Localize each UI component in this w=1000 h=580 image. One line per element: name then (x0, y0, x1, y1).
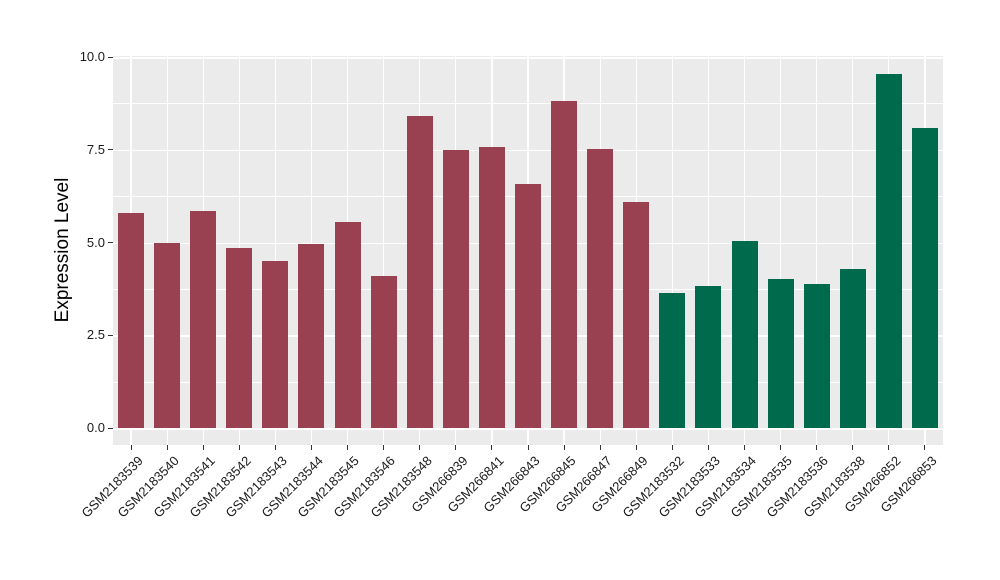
x-tick-label: GSM2183539 (78, 453, 146, 521)
gridline-x-major (274, 56, 276, 445)
y-tick-mark (108, 56, 113, 58)
bar-GSM2183536 (803, 284, 830, 428)
bar-GSM266841 (478, 146, 505, 428)
bar-GSM2183539 (118, 212, 145, 428)
x-tick-mark (707, 445, 709, 450)
x-tick-mark (383, 445, 385, 450)
x-tick-mark (816, 445, 818, 450)
y-tick-mark (108, 149, 113, 151)
bar-GSM266852 (875, 74, 902, 428)
x-tick-mark (780, 445, 782, 450)
bar-GSM2183545 (334, 222, 361, 428)
x-tick-mark (274, 445, 276, 450)
x-tick-mark (166, 445, 168, 450)
y-tick-label: 0.0 (86, 420, 105, 435)
x-tick-mark (130, 445, 132, 450)
x-tick-mark (238, 445, 240, 450)
bar-GSM2183542 (226, 248, 253, 428)
gridline-x-major (671, 56, 673, 445)
x-tick-mark (202, 445, 204, 450)
gridline-x-major (383, 56, 385, 445)
x-tick-mark (671, 445, 673, 450)
gridline-x-major (707, 56, 710, 445)
x-tick-mark (491, 445, 493, 450)
bar-GSM2183532 (659, 293, 686, 428)
bar-GSM2183544 (298, 244, 325, 428)
x-tick-mark (635, 445, 637, 450)
bar-GSM266847 (587, 148, 614, 428)
y-tick-label: 5.0 (86, 234, 105, 250)
bar-GSM266845 (551, 100, 578, 428)
x-tick-mark (347, 445, 349, 450)
x-tick-mark (852, 445, 854, 450)
y-tick-label: 7.5 (86, 141, 105, 157)
y-tick-mark (108, 242, 113, 243)
y-tick-label: 10.0 (79, 49, 105, 64)
y-tick-mark (108, 334, 113, 336)
bar-GSM2183541 (190, 210, 217, 428)
bar-GSM2183533 (695, 285, 722, 428)
bar-GSM2183540 (154, 242, 181, 428)
gridline-x-major (780, 56, 782, 445)
x-tick-mark (744, 445, 746, 450)
bar-GSM2183535 (767, 278, 794, 428)
x-tick-mark (924, 445, 926, 450)
gridline-x-major (852, 56, 854, 445)
x-tick-mark (527, 445, 529, 450)
bar-GSM266849 (623, 202, 650, 428)
bar-GSM266843 (515, 183, 541, 428)
y-tick-label: 2.5 (86, 327, 105, 343)
bar-GSM266839 (442, 149, 469, 428)
y-tick-mark (108, 427, 113, 429)
bar-GSM2183546 (370, 275, 397, 428)
bar-GSM2183548 (406, 116, 433, 428)
bar-GSM2183543 (262, 261, 289, 428)
bar-GSM2183534 (731, 241, 758, 428)
x-tick-mark (888, 445, 890, 450)
x-tick-mark (455, 445, 457, 450)
x-tick-mark (310, 445, 312, 450)
x-tick-mark (563, 445, 565, 450)
x-tick-mark (419, 445, 421, 450)
plot-panel (113, 56, 943, 445)
x-tick-mark (599, 445, 601, 450)
gridline-x-major (816, 56, 818, 445)
bar-GSM266853 (911, 127, 938, 428)
bar-GSM2183538 (839, 269, 866, 428)
